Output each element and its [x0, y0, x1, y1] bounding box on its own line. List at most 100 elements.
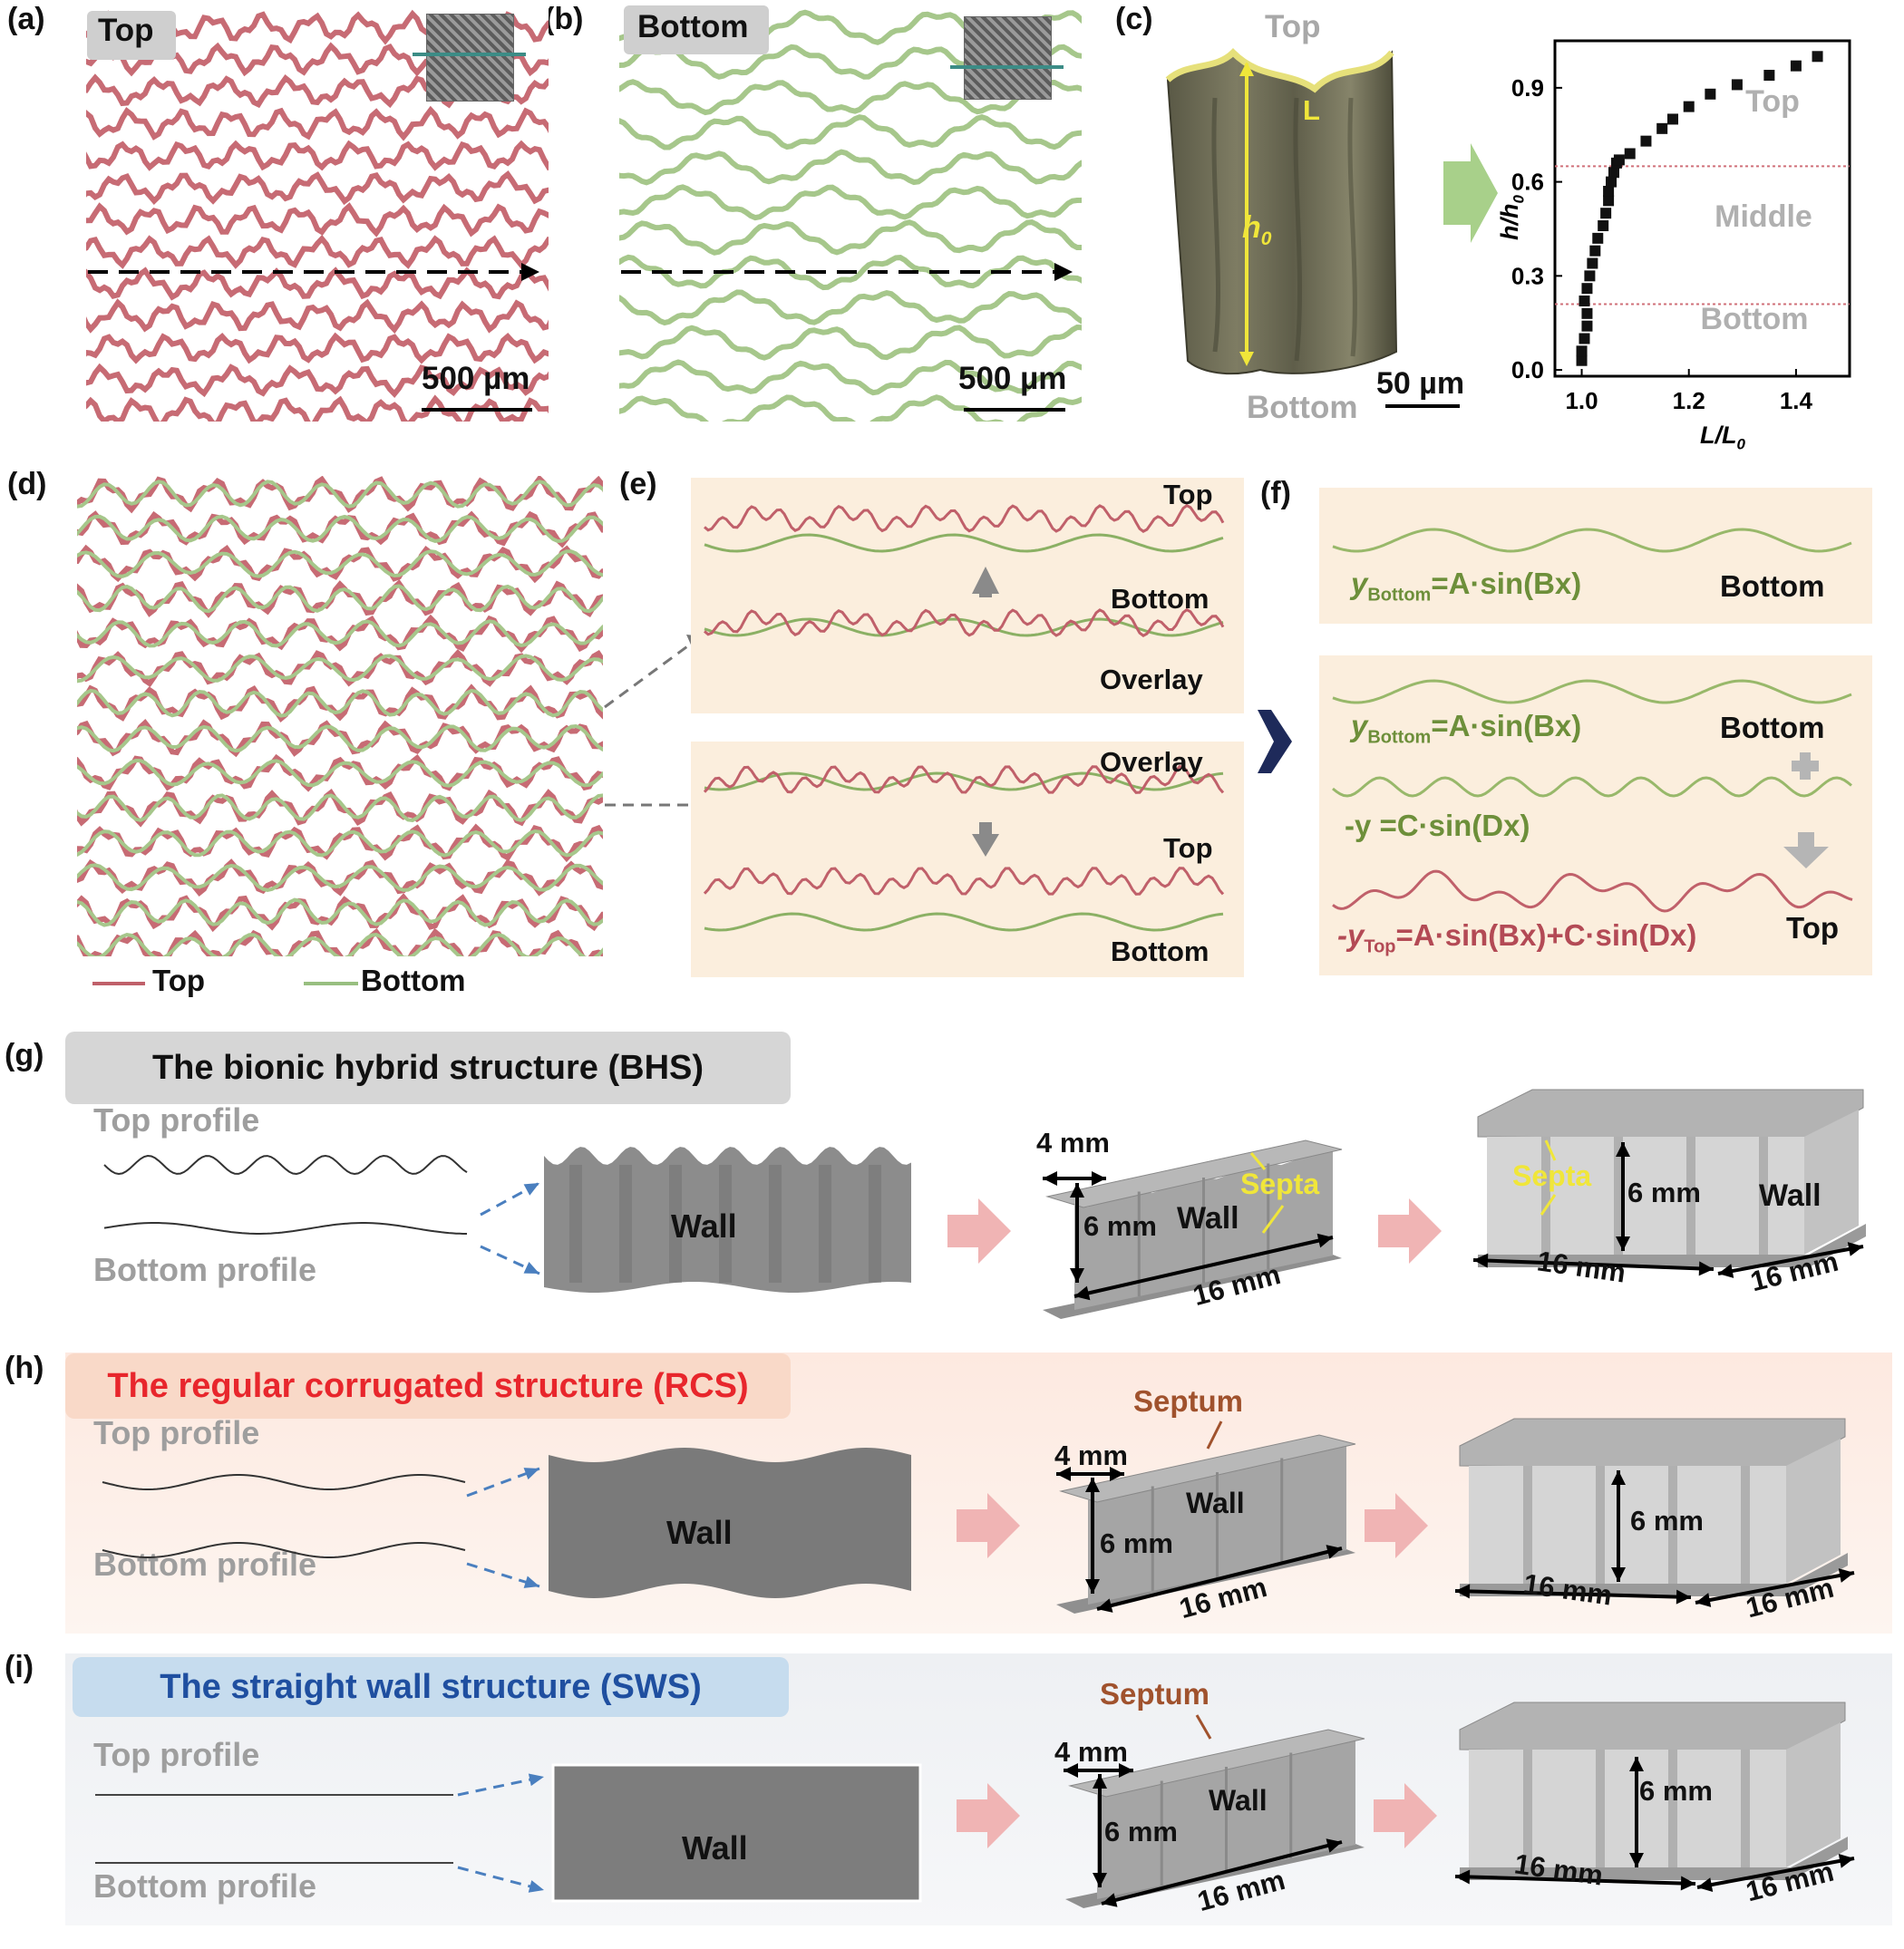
bhs-top-profile: Top profile — [93, 1101, 260, 1139]
panel-side — [1786, 1722, 1841, 1867]
e-bottom-profile — [704, 533, 1224, 553]
wall-trace — [619, 324, 1082, 361]
panel-label-h: (h) — [5, 1351, 44, 1385]
panel-top-plate — [1477, 1089, 1864, 1140]
panel-septum — [1668, 1750, 1677, 1867]
wall-trace — [77, 927, 603, 956]
wall-trace — [86, 363, 549, 398]
wall-shade — [869, 1165, 881, 1283]
wall-trace — [86, 394, 549, 422]
wall-trace — [77, 480, 603, 509]
e-lower-overlay: Overlay — [1100, 746, 1203, 778]
chart-point — [1790, 60, 1802, 72]
chart-region-label-top: Top — [1745, 84, 1800, 119]
panel-c-scale-label: 50 µm — [1376, 366, 1465, 401]
chart-point — [1640, 135, 1652, 147]
panel-label-i: (i) — [5, 1650, 34, 1684]
panel-c-scale-line — [1385, 404, 1460, 408]
wall-trace — [86, 332, 549, 364]
chart-ytick-label: 0.9 — [1511, 74, 1544, 102]
panel-f-upper-box — [1319, 488, 1872, 624]
chart-point — [1731, 79, 1743, 91]
panel-e-lower-box — [691, 742, 1244, 977]
sws-dim-4mm: 4 mm — [1054, 1736, 1128, 1768]
dimension-arrow — [1696, 1857, 1855, 1889]
eq4: -yTop=A·sin(Bx)+C·sin(Dx) — [1337, 918, 1697, 957]
eq3: -y =C·sin(Dx) — [1345, 809, 1530, 842]
bhs-top-profile-curve — [103, 1154, 468, 1176]
rcs-bottom-profile-curve — [102, 1542, 466, 1558]
panel-e-upper-box — [691, 478, 1244, 713]
chart-point — [1581, 320, 1593, 332]
wall-trace — [619, 184, 1082, 221]
rcs-wall2-label: Wall — [1186, 1487, 1245, 1519]
panel-label-g: (g) — [5, 1038, 44, 1072]
sws-title: The straight wall structure (SWS) — [73, 1657, 789, 1717]
panel-top-plate — [1459, 1702, 1846, 1753]
bhs-diagram — [103, 1089, 1866, 1319]
chart-point — [1624, 148, 1636, 160]
profile-connector — [457, 1866, 545, 1892]
flow-arrow — [957, 1493, 1020, 1558]
panel-b-scale-line — [964, 408, 1065, 412]
panel-a-micrograph — [86, 9, 549, 422]
dimension-arrow — [1454, 1875, 1696, 1886]
sws-wall2-label: Wall — [1209, 1784, 1268, 1817]
panel-b-inset-cube — [964, 16, 1052, 100]
eq2: yBottom=A·sin(Bx) — [1351, 709, 1582, 748]
bhs-wall3-label: Wall — [1759, 1178, 1821, 1213]
panel-body — [1469, 1466, 1786, 1584]
panel-b-scale-label: 500 µm — [958, 361, 1067, 396]
chart-point — [1705, 88, 1716, 100]
eq4-label: Top — [1786, 911, 1840, 945]
panel-b-arrow — [621, 263, 1073, 281]
rcs-wall-label: Wall — [666, 1514, 733, 1551]
eq1: yBottom=A·sin(Bx) — [1351, 567, 1582, 606]
panel-label-f: (f) — [1260, 476, 1291, 510]
dimension-arrow — [1096, 1547, 1343, 1611]
chart-point — [1613, 154, 1625, 166]
bhs-dim-6mm-b: 6 mm — [1627, 1177, 1701, 1208]
wall-trace — [77, 863, 603, 892]
panel-c-bottom-label: Bottom — [1247, 390, 1358, 425]
panel-label-e: (e) — [619, 467, 657, 501]
panel-b-tag: Bottom — [637, 9, 749, 44]
e-overlay-top — [704, 607, 1225, 637]
chart-point — [1603, 195, 1615, 207]
wall-trace — [619, 254, 1082, 291]
chart-point — [1581, 283, 1593, 295]
wall-trace — [86, 298, 549, 335]
wall-trace — [86, 267, 549, 301]
flow-arrow — [947, 1198, 1011, 1264]
rcs-wall-surface — [549, 1448, 911, 1598]
chart-point — [1603, 185, 1615, 197]
panel-bottom-plate — [1478, 1224, 1866, 1267]
chart-point — [1592, 232, 1604, 244]
chart-xtick-label: 1.0 — [1565, 387, 1598, 414]
wall-trace — [77, 514, 603, 544]
e-overlay2-bottom — [704, 771, 1224, 791]
sws-septum-label: Septum — [1100, 1677, 1210, 1711]
wall-trace — [77, 619, 603, 648]
wall-trace — [619, 394, 1082, 422]
panel-c-wall-render — [1165, 48, 1398, 375]
e-upper-overlay: Overlay — [1100, 664, 1203, 695]
legend-top-label: Top — [152, 964, 206, 997]
rcs-title: The regular corrugated structure (RCS) — [65, 1353, 791, 1419]
panel-b-micrograph — [619, 9, 1082, 422]
chart-point — [1812, 51, 1823, 63]
rcs-dim-6mm-a: 6 mm — [1100, 1527, 1173, 1559]
chart-region-label-middle: Middle — [1715, 199, 1812, 234]
chart-point — [1608, 167, 1619, 179]
rcs-dim-4mm: 4 mm — [1054, 1440, 1128, 1471]
panel-body — [1469, 1750, 1786, 1867]
beam-top-flange — [1068, 1729, 1365, 1798]
bhs-septa2-label: Septa — [1512, 1159, 1592, 1192]
chart-ytick-label: 0.6 — [1511, 169, 1544, 196]
panel-c-chart: 1.0 1.2 1.4 0.0 0.3 0.6 0.9 Top Middle Bottom — [1511, 39, 1851, 414]
wall-trace — [77, 829, 603, 858]
bhs-wall2-label: Wall — [1177, 1201, 1239, 1236]
panel-bottom-plate — [1460, 1553, 1848, 1596]
wall-trace — [77, 578, 603, 618]
profile-connector — [457, 1775, 545, 1797]
